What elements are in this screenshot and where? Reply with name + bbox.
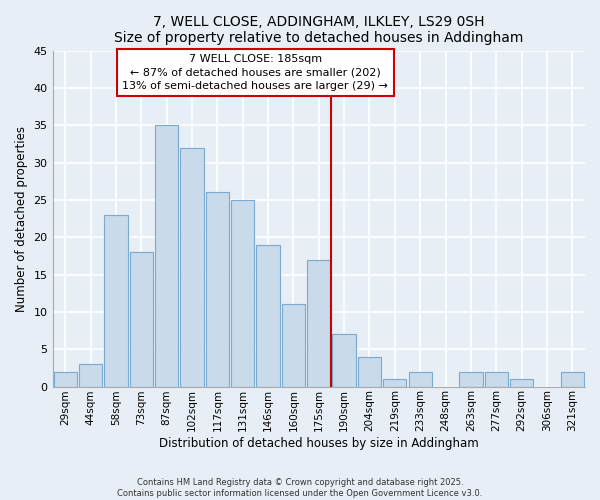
Bar xyxy=(79,364,102,386)
Bar xyxy=(231,200,254,386)
Bar xyxy=(256,244,280,386)
Title: 7, WELL CLOSE, ADDINGHAM, ILKLEY, LS29 0SH
Size of property relative to detached: 7, WELL CLOSE, ADDINGHAM, ILKLEY, LS29 0… xyxy=(114,15,523,45)
Bar xyxy=(409,372,432,386)
Bar xyxy=(485,372,508,386)
Y-axis label: Number of detached properties: Number of detached properties xyxy=(15,126,28,312)
Bar xyxy=(181,148,203,386)
Bar xyxy=(104,215,128,386)
Bar xyxy=(459,372,482,386)
Bar xyxy=(155,125,178,386)
Text: Contains HM Land Registry data © Crown copyright and database right 2025.
Contai: Contains HM Land Registry data © Crown c… xyxy=(118,478,482,498)
Bar xyxy=(53,372,77,386)
Bar xyxy=(282,304,305,386)
Bar xyxy=(358,356,381,386)
Bar xyxy=(307,260,331,386)
X-axis label: Distribution of detached houses by size in Addingham: Distribution of detached houses by size … xyxy=(159,437,479,450)
Bar xyxy=(206,192,229,386)
Bar xyxy=(130,252,153,386)
Bar xyxy=(510,379,533,386)
Text: 7 WELL CLOSE: 185sqm
← 87% of detached houses are smaller (202)
13% of semi-deta: 7 WELL CLOSE: 185sqm ← 87% of detached h… xyxy=(122,54,388,90)
Bar xyxy=(560,372,584,386)
Bar xyxy=(383,379,406,386)
Bar xyxy=(332,334,356,386)
